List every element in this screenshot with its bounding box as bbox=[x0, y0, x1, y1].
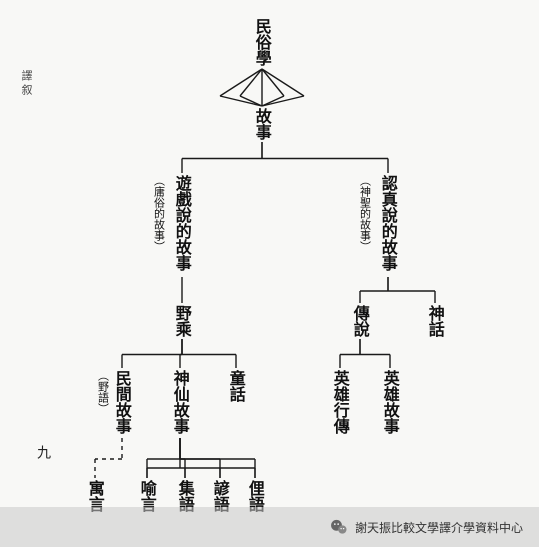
watermark-footer: 謝天振比較文學譯介學資料中心 bbox=[0, 507, 539, 547]
node-tonghua: 童話 bbox=[226, 370, 243, 402]
node-shenhua: 神話 bbox=[425, 305, 442, 337]
page-number: 九 bbox=[32, 445, 52, 459]
node-root: 民俗學 bbox=[252, 18, 269, 66]
node-story: 故事 bbox=[252, 108, 269, 140]
node-yingxiong1: 英雄行傳 bbox=[330, 370, 347, 434]
node-play: 遊戲說的故事 bbox=[172, 175, 189, 271]
node-minjian-sub: （野語） bbox=[96, 370, 108, 414]
node-yecheng: 野乘 bbox=[172, 305, 189, 337]
node-shenxian: 神仙故事 bbox=[170, 370, 187, 434]
node-play-sub: （庸俗的故事） bbox=[152, 175, 164, 252]
tree-edges bbox=[0, 0, 539, 547]
node-serious-sub: （神聖的故事） bbox=[358, 175, 370, 252]
margin-text: 譯 叙 bbox=[18, 70, 34, 95]
node-minjian: 民間故事 bbox=[112, 370, 129, 434]
node-chuanshuo: 傳說 bbox=[350, 305, 367, 337]
watermark-text: 謝天振比較文學譯介學資料中心 bbox=[355, 519, 523, 536]
node-serious: 認真說的故事 bbox=[378, 175, 395, 271]
node-yingxiong2: 英雄故事 bbox=[380, 370, 397, 434]
wechat-icon bbox=[329, 517, 349, 537]
